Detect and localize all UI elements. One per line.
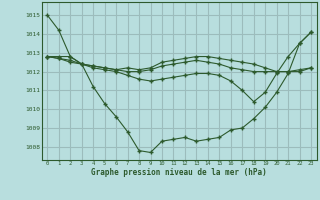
X-axis label: Graphe pression niveau de la mer (hPa): Graphe pression niveau de la mer (hPa) <box>91 168 267 177</box>
